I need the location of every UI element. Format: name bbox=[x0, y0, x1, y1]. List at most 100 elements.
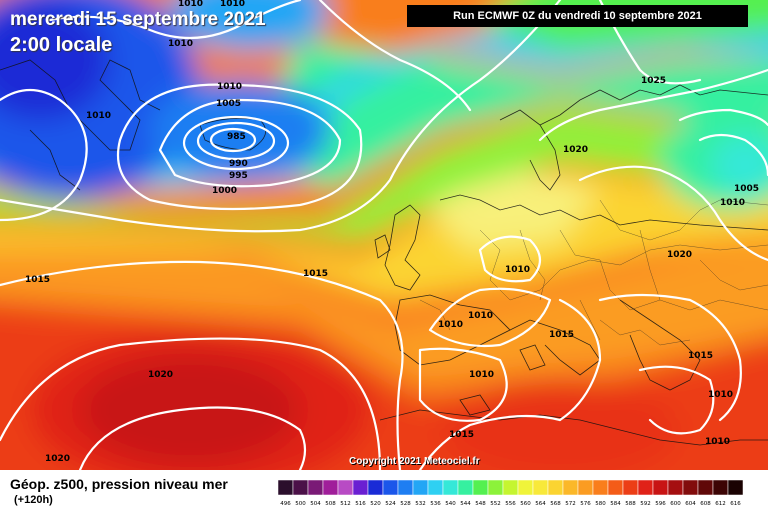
legend-value: 496 bbox=[280, 501, 291, 507]
legend-swatch bbox=[337, 480, 354, 496]
legend-swatch bbox=[412, 480, 429, 496]
legend-swatch bbox=[607, 480, 624, 496]
isobar-label: 1020 bbox=[667, 250, 692, 260]
isobar-label: 1015 bbox=[549, 330, 574, 340]
forecast-hour: (+120h) bbox=[14, 494, 53, 506]
isobar-label: 1010 bbox=[86, 111, 111, 121]
legend-value: 540 bbox=[445, 501, 456, 507]
legend-value: 536 bbox=[430, 501, 441, 507]
legend-swatch bbox=[352, 480, 369, 496]
legend-value: 596 bbox=[655, 501, 666, 507]
isobar-label: 1010 bbox=[705, 437, 730, 447]
legend-value: 588 bbox=[625, 501, 636, 507]
legend-value: 516 bbox=[355, 501, 366, 507]
legend-swatch bbox=[487, 480, 504, 496]
forecast-date: mercredi 15 septembre 2021 bbox=[10, 9, 266, 30]
legend-swatch bbox=[427, 480, 444, 496]
legend-swatch bbox=[382, 480, 399, 496]
legend-swatch bbox=[697, 480, 714, 496]
legend-value: 532 bbox=[415, 501, 426, 507]
legend-value: 548 bbox=[475, 501, 486, 507]
isobar-label: 1000 bbox=[212, 186, 237, 196]
isobar-label: 1015 bbox=[25, 275, 50, 285]
legend-swatch bbox=[637, 480, 654, 496]
legend-value: 604 bbox=[685, 501, 696, 507]
legend-swatch bbox=[292, 480, 309, 496]
isobar-label: 985 bbox=[227, 132, 246, 142]
legend-value: 568 bbox=[550, 501, 561, 507]
legend-value: 520 bbox=[370, 501, 381, 507]
legend-swatch bbox=[278, 480, 294, 496]
isobar-label: 1020 bbox=[45, 454, 70, 464]
legend-swatch bbox=[457, 480, 474, 496]
isobar-label: 1010 bbox=[178, 0, 203, 9]
legend-value: 572 bbox=[565, 501, 576, 507]
legend-swatch bbox=[652, 480, 669, 496]
legend-swatch bbox=[502, 480, 519, 496]
model-run-banner: Run ECMWF 0Z du vendredi 10 septembre 20… bbox=[407, 5, 748, 27]
isobar-label: 1010 bbox=[469, 370, 494, 380]
isobar-label: 1020 bbox=[148, 370, 173, 380]
legend-swatch bbox=[397, 480, 414, 496]
field-label: Géop. z500, pression niveau mer bbox=[10, 476, 228, 492]
legend-swatch bbox=[322, 480, 339, 496]
isobar-label: 1010 bbox=[468, 311, 493, 321]
isobar-label: 1010 bbox=[720, 198, 745, 208]
legend-value: 608 bbox=[700, 501, 711, 507]
legend-swatch bbox=[592, 480, 609, 496]
legend-swatch bbox=[682, 480, 699, 496]
legend-swatch bbox=[712, 480, 729, 496]
isobar-label: 1010 bbox=[505, 265, 530, 275]
legend-value: 500 bbox=[295, 501, 306, 507]
isobar-label: 1010 bbox=[220, 0, 245, 9]
legend-swatch bbox=[532, 480, 549, 496]
legend-swatch bbox=[727, 480, 744, 496]
isobar-label: 1010 bbox=[168, 39, 193, 49]
legend-value: 600 bbox=[670, 501, 681, 507]
legend-swatch bbox=[517, 480, 534, 496]
legend-value: 556 bbox=[505, 501, 516, 507]
isobar-label: 1015 bbox=[449, 430, 474, 440]
isobar-label: 1020 bbox=[563, 145, 588, 155]
isobar-label: 990 bbox=[229, 159, 248, 169]
legend-value: 592 bbox=[640, 501, 651, 507]
geopotential-map: 985 990 995 1000 1005 1010 1010 1010 101… bbox=[0, 0, 768, 470]
color-scale-legend: 496 500 504 508 512 516 520 524 528 532 536 540 544 5… bbox=[278, 480, 744, 507]
legend-swatch bbox=[472, 480, 489, 496]
legend-value: 512 bbox=[340, 501, 351, 507]
isobar-label: 1005 bbox=[734, 184, 759, 194]
legend-value: 564 bbox=[535, 501, 546, 507]
legend-swatch bbox=[442, 480, 459, 496]
legend-value: 576 bbox=[580, 501, 591, 507]
legend-value: 584 bbox=[610, 501, 621, 507]
isobar-label: 1010 bbox=[708, 390, 733, 400]
legend-swatch bbox=[367, 480, 384, 496]
isobar-label: 1015 bbox=[303, 269, 328, 279]
copyright-text: Copyright 2021 Meteociel.fr bbox=[349, 456, 480, 467]
legend-value: 524 bbox=[385, 501, 396, 507]
legend-value: 552 bbox=[490, 501, 501, 507]
legend-value: 508 bbox=[325, 501, 336, 507]
legend-value: 580 bbox=[595, 501, 606, 507]
legend-value: 612 bbox=[715, 501, 726, 507]
isobar-label: 995 bbox=[229, 171, 248, 181]
legend-value: 528 bbox=[400, 501, 411, 507]
geopotential-color-field bbox=[0, 0, 768, 470]
isobar-label: 1010 bbox=[438, 320, 463, 330]
legend-value: 504 bbox=[310, 501, 321, 507]
isobar-label: 1010 bbox=[217, 82, 242, 92]
legend-swatch bbox=[307, 480, 324, 496]
legend-value: 560 bbox=[520, 501, 531, 507]
legend-swatch bbox=[562, 480, 579, 496]
legend-value: 544 bbox=[460, 501, 471, 507]
legend-swatch bbox=[667, 480, 684, 496]
isobars bbox=[0, 0, 768, 470]
isobar-labels: 985 990 995 1000 1005 1010 1010 1010 101… bbox=[25, 0, 759, 464]
legend-swatch bbox=[547, 480, 564, 496]
isobar-label: 1015 bbox=[688, 351, 713, 361]
isobar-label: 1005 bbox=[216, 99, 241, 109]
legend-value: 616 bbox=[730, 501, 741, 507]
legend-swatch bbox=[577, 480, 594, 496]
forecast-time: 2:00 locale bbox=[10, 34, 113, 56]
